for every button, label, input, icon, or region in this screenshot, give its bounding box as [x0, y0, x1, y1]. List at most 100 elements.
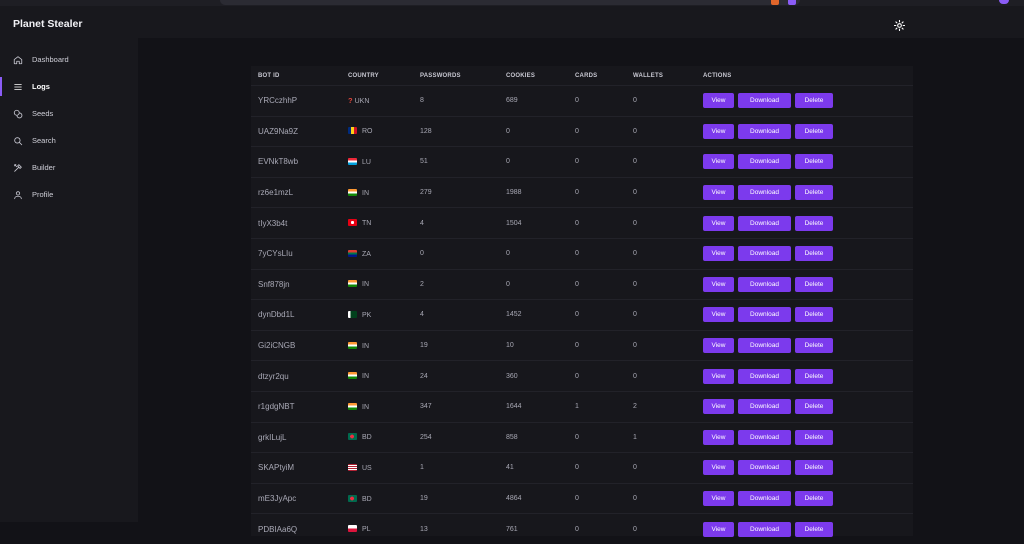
column-header-passwords: PASSWORDS [420, 72, 461, 79]
sidebar-item-search[interactable]: Search [0, 127, 138, 154]
column-header-actions: ACTIONS [703, 72, 732, 79]
search-icon [14, 136, 23, 145]
flag-in-icon [348, 372, 357, 380]
country-cell: BD [348, 421, 420, 453]
download-button[interactable]: Download [738, 338, 791, 354]
download-button[interactable]: Download [738, 276, 791, 292]
country-code: UKN [354, 98, 370, 106]
cards-cell: 0 [575, 85, 633, 117]
extension-icon[interactable] [788, 0, 796, 5]
wallets-cell: 0 [633, 115, 703, 147]
delete-button[interactable]: Delete [795, 399, 833, 415]
download-button[interactable]: Download [738, 429, 791, 445]
passwords-cell: 24 [420, 360, 506, 392]
actions-cell: View Download Delete [703, 146, 913, 178]
view-button[interactable]: View [703, 368, 734, 384]
delete-button[interactable]: Delete [795, 491, 833, 507]
download-button[interactable]: Download [738, 93, 791, 109]
cards-cell: 0 [575, 452, 633, 484]
wallets-cell: 0 [633, 482, 703, 514]
download-button[interactable]: Download [738, 368, 791, 384]
view-button[interactable]: View [703, 123, 734, 139]
browser-profile-avatar[interactable] [999, 0, 1009, 4]
view-button[interactable]: View [703, 338, 734, 354]
delete-button[interactable]: Delete [795, 276, 833, 292]
country-cell: BD [348, 482, 420, 514]
flag-in-icon [348, 280, 357, 288]
delete-button[interactable]: Delete [795, 215, 833, 231]
passwords-cell: 254 [420, 421, 506, 453]
passwords-cell: 1 [420, 452, 506, 484]
download-button[interactable]: Download [738, 185, 791, 201]
delete-button[interactable]: Delete [795, 246, 833, 262]
delete-button[interactable]: Delete [795, 338, 833, 354]
cookies-cell: 0 [506, 237, 575, 270]
wallets-cell: 0 [633, 452, 703, 484]
download-button[interactable]: Download [738, 460, 791, 476]
view-button[interactable]: View [703, 307, 734, 323]
country-cell: ZA [348, 237, 420, 270]
delete-button[interactable]: Delete [795, 93, 833, 109]
delete-button[interactable]: Delete [795, 429, 833, 445]
delete-button[interactable]: Delete [795, 185, 833, 201]
download-button[interactable]: Download [738, 307, 791, 323]
sidebar-item-seeds[interactable]: Seeds [0, 100, 138, 127]
delete-button[interactable]: Delete [795, 368, 833, 384]
bot-id-cell: mE3JyApc [251, 482, 348, 514]
view-button[interactable]: View [703, 154, 734, 170]
download-button[interactable]: Download [738, 491, 791, 507]
passwords-cell: 13 [420, 513, 506, 544]
actions-cell: View Download Delete [703, 360, 913, 392]
view-button[interactable]: View [703, 491, 734, 507]
view-button[interactable]: View [703, 460, 734, 476]
actions-cell: View Download Delete [703, 299, 913, 331]
delete-button[interactable]: Delete [795, 521, 833, 537]
table-row: grkILujL BD 254 858 0 1 View Download Delete [251, 421, 913, 453]
delete-button[interactable]: Delete [795, 460, 833, 476]
cards-cell: 0 [575, 360, 633, 392]
address-bar[interactable] [220, 0, 800, 5]
actions-cell: View Download Delete [703, 85, 913, 117]
view-button[interactable]: View [703, 246, 734, 262]
view-button[interactable]: View [703, 521, 734, 537]
country-code: ZA [362, 250, 371, 258]
passwords-cell: 19 [420, 329, 506, 361]
download-button[interactable]: Download [738, 215, 791, 231]
passwords-cell: 128 [420, 115, 506, 147]
view-button[interactable]: View [703, 276, 734, 292]
country-code: RO [362, 128, 373, 136]
passwords-cell: 19 [420, 482, 506, 514]
sidebar-item-builder[interactable]: Builder [0, 154, 138, 181]
view-button[interactable]: View [703, 215, 734, 231]
extension-icon[interactable] [771, 0, 779, 5]
view-button[interactable]: View [703, 185, 734, 201]
view-button[interactable]: View [703, 93, 734, 109]
sidebar-item-logs[interactable]: Logs [0, 73, 138, 100]
actions-cell: View Download Delete [703, 268, 913, 300]
download-button[interactable]: Download [738, 399, 791, 415]
download-button[interactable]: Download [738, 123, 791, 139]
sidebar-item-dashboard[interactable]: Dashboard [0, 46, 138, 73]
theme-toggle-button[interactable] [893, 18, 906, 32]
sidebar-item-label: Seeds [32, 109, 54, 118]
table-row: dtzyr2qu IN 24 360 0 0 View Download Delete [251, 360, 913, 392]
delete-button[interactable]: Delete [795, 154, 833, 170]
wallets-cell: 0 [633, 176, 703, 208]
sidebar: Planet Stealer Dashboard Logs Seeds Search B… [0, 6, 138, 522]
cards-cell: 0 [575, 268, 633, 300]
delete-button[interactable]: Delete [795, 307, 833, 323]
cookies-cell: 10 [506, 329, 575, 361]
view-button[interactable]: View [703, 429, 734, 445]
delete-button[interactable]: Delete [795, 123, 833, 139]
passwords-cell: 4 [420, 207, 506, 239]
sidebar-item-profile[interactable]: Profile [0, 181, 138, 208]
download-button[interactable]: Download [738, 521, 791, 537]
view-button[interactable]: View [703, 399, 734, 415]
country-cell: IN [348, 268, 420, 300]
flag-za-icon [348, 249, 357, 257]
country-code: IN [362, 403, 369, 411]
cookies-cell: 1504 [506, 207, 575, 239]
flag-bd-icon [348, 433, 357, 441]
download-button[interactable]: Download [738, 246, 791, 262]
download-button[interactable]: Download [738, 154, 791, 170]
